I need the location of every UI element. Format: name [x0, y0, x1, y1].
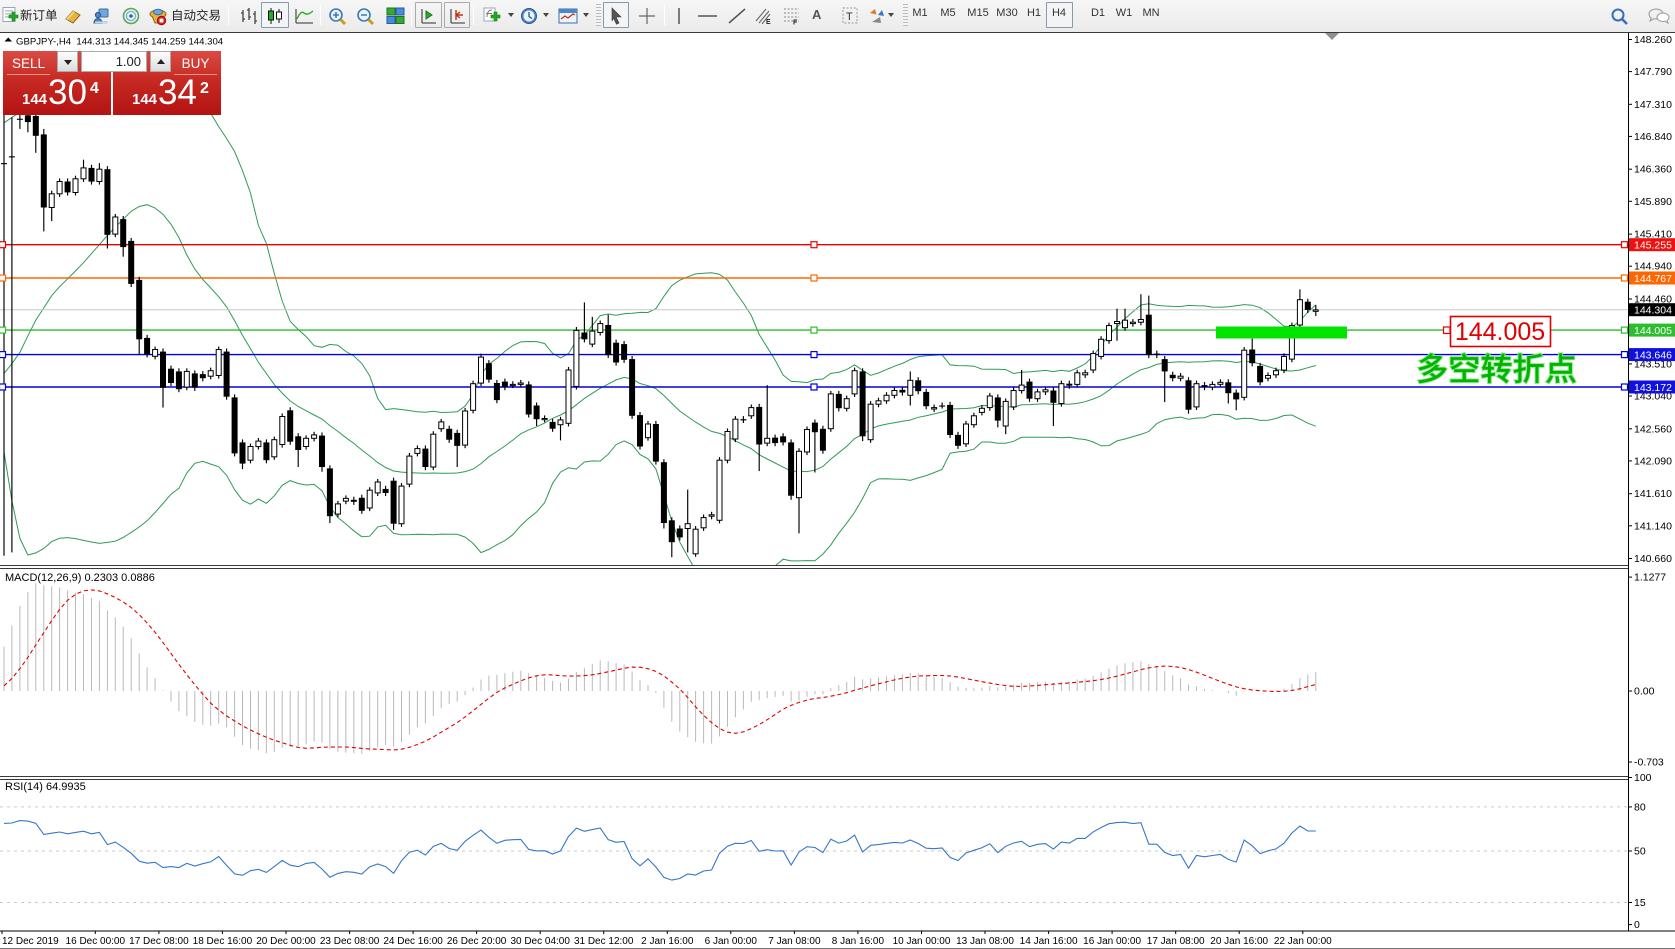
svg-text:145.255: 145.255 [1634, 240, 1672, 252]
svg-text:146.840: 146.840 [1634, 131, 1672, 143]
svg-text:22 Jan 00:00: 22 Jan 00:00 [1274, 936, 1332, 947]
svg-text:F: F [793, 20, 798, 26]
svg-text:16 Jan 00:00: 16 Jan 00:00 [1083, 936, 1141, 947]
svg-text:23 Dec 08:00: 23 Dec 08:00 [320, 936, 380, 947]
svg-text:6 Jan 00:00: 6 Jan 00:00 [705, 936, 758, 947]
svg-text:144.460: 144.460 [1634, 294, 1672, 306]
svg-text:24 Dec 16:00: 24 Dec 16:00 [383, 936, 443, 947]
svg-text:143.646: 143.646 [1634, 350, 1672, 362]
svg-text:15: 15 [1634, 897, 1646, 909]
svg-text:144.767: 144.767 [1634, 273, 1672, 285]
svg-text:RSI(14) 64.9935: RSI(14) 64.9935 [5, 781, 86, 793]
svg-text:141.140: 141.140 [1634, 520, 1672, 532]
svg-text:80: 80 [1634, 801, 1646, 813]
svg-text:16 Dec 00:00: 16 Dec 00:00 [66, 936, 126, 947]
svg-text:144.005: 144.005 [1634, 325, 1672, 337]
svg-text:2 Jan 16:00: 2 Jan 16:00 [641, 936, 694, 947]
svg-text:144.005: 144.005 [1455, 318, 1545, 346]
svg-text:14 Jan 16:00: 14 Jan 16:00 [1020, 936, 1078, 947]
svg-text:18 Dec 16:00: 18 Dec 16:00 [193, 936, 253, 947]
svg-text:145.410: 145.410 [1634, 229, 1672, 241]
svg-text:1.1277: 1.1277 [1634, 572, 1666, 584]
svg-text:MACD(12,26,9) 0.2303 0.0886: MACD(12,26,9) 0.2303 0.0886 [5, 572, 155, 584]
svg-text:147.310: 147.310 [1634, 99, 1672, 111]
svg-text:26 Dec 20:00: 26 Dec 20:00 [447, 936, 507, 947]
svg-text:144.304: 144.304 [1634, 305, 1672, 317]
svg-text:T: T [846, 11, 853, 23]
svg-text:50: 50 [1634, 846, 1646, 858]
svg-text:144.940: 144.940 [1634, 261, 1672, 273]
svg-text:143.510: 143.510 [1634, 358, 1672, 370]
svg-text:142.090: 142.090 [1634, 455, 1672, 467]
svg-text:146.360: 146.360 [1634, 164, 1672, 176]
svg-text:31 Dec 12:00: 31 Dec 12:00 [574, 936, 634, 947]
svg-text:17 Jan 08:00: 17 Jan 08:00 [1147, 936, 1205, 947]
svg-text:0.00: 0.00 [1634, 686, 1655, 698]
svg-text:12 Dec 2019: 12 Dec 2019 [2, 936, 59, 947]
svg-text:17 Dec 08:00: 17 Dec 08:00 [129, 936, 189, 947]
svg-text:30 Dec 04:00: 30 Dec 04:00 [510, 936, 570, 947]
svg-text:143.172: 143.172 [1634, 382, 1672, 394]
svg-text:GBPJPY-,H4 144.313 144.345 14: GBPJPY-,H4 144.313 144.345 144.259 144.3… [16, 37, 224, 48]
svg-text:13 Jan 08:00: 13 Jan 08:00 [956, 936, 1014, 947]
svg-text:10 Jan 00:00: 10 Jan 00:00 [893, 936, 951, 947]
svg-text:147.790: 147.790 [1634, 66, 1672, 78]
svg-text:100: 100 [1634, 772, 1652, 784]
svg-text:20 Jan 16:00: 20 Jan 16:00 [1210, 936, 1268, 947]
svg-text:E: E [766, 19, 771, 25]
svg-text:7 Jan 08:00: 7 Jan 08:00 [768, 936, 821, 947]
svg-text:145.890: 145.890 [1634, 196, 1672, 208]
svg-text:0: 0 [1634, 919, 1640, 931]
svg-text:8 Jan 16:00: 8 Jan 16:00 [832, 936, 885, 947]
svg-text:148.260: 148.260 [1634, 34, 1672, 46]
svg-text:142.560: 142.560 [1634, 423, 1672, 435]
svg-text:20 Dec 00:00: 20 Dec 00:00 [256, 936, 316, 947]
svg-text:-0.703: -0.703 [1634, 757, 1664, 769]
svg-text:140.660: 140.660 [1634, 553, 1672, 565]
svg-text:141.610: 141.610 [1634, 488, 1672, 500]
